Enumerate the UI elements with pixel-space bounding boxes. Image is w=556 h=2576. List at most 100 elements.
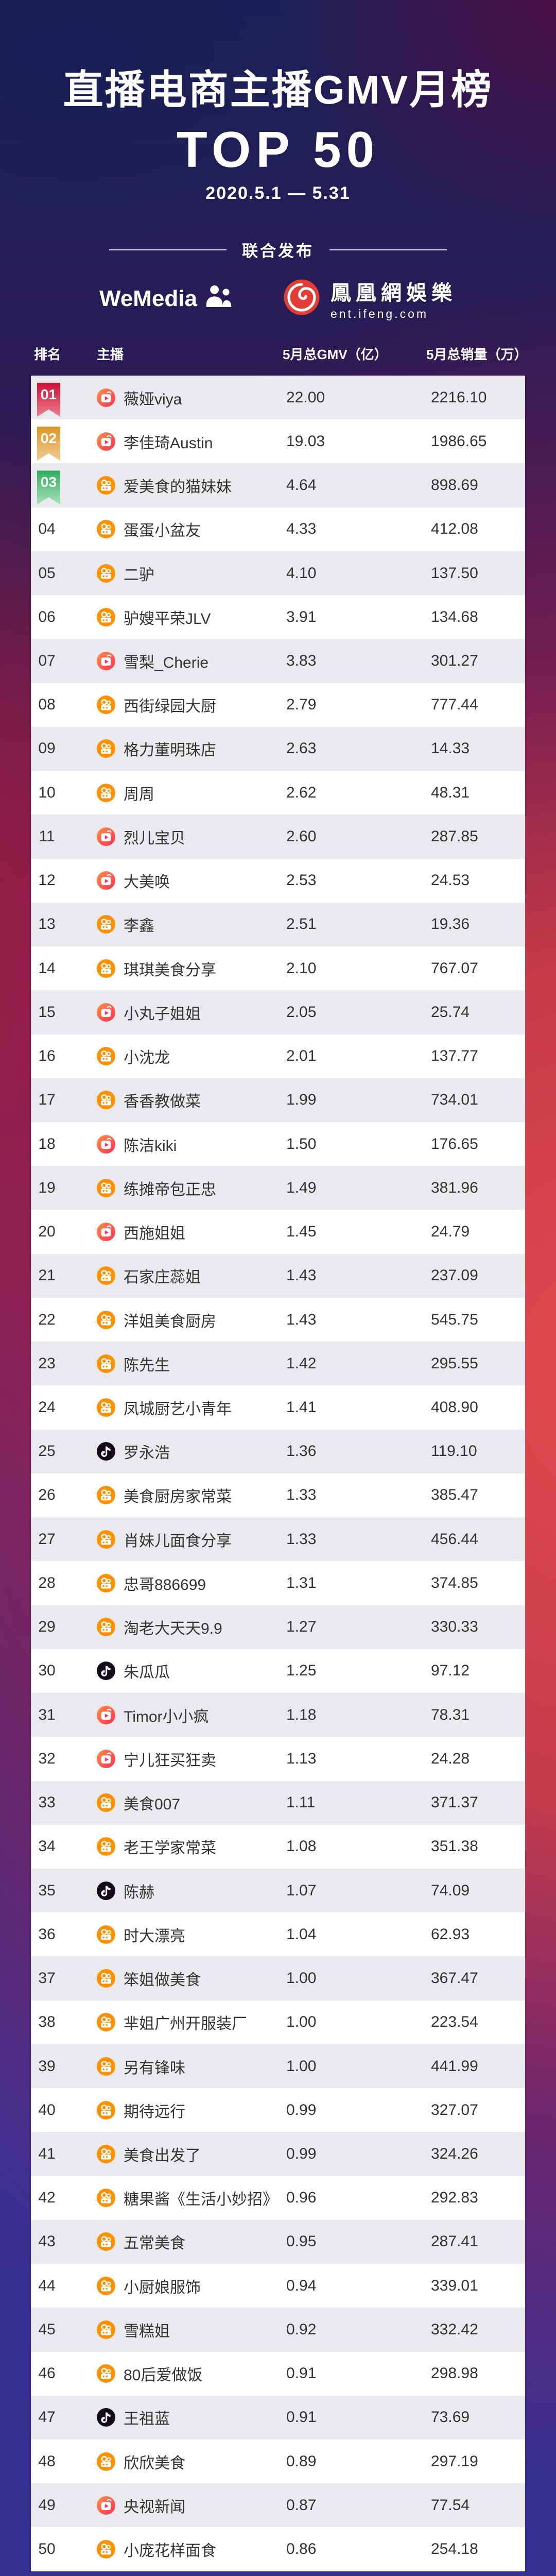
gmv-value: 0.86 — [286, 2540, 317, 2558]
streamer-name: 石家庄蕊姐 — [124, 1269, 201, 1286]
platform-icon-wrap — [97, 2408, 115, 2427]
rank-number: 25 — [38, 1443, 56, 1460]
gmv-value: 4.33 — [286, 520, 317, 538]
rank-number: 29 — [38, 1618, 56, 1636]
gmv-value: 4.64 — [286, 477, 317, 494]
kuaishou-icon — [97, 2144, 115, 2163]
gmv-value: 2.01 — [286, 1047, 317, 1065]
platform-icon-wrap — [97, 2189, 115, 2208]
kuaishou-icon — [97, 1047, 115, 1066]
table-row: 42 糖果酱《生活小妙招》 0.96 292.83 — [31, 2176, 525, 2220]
table-row: 44 小厨娘服饰 0.94 339.01 — [31, 2264, 525, 2308]
platform-icon-wrap — [97, 1969, 115, 1988]
platform-icon-wrap — [97, 432, 115, 451]
rank-number: 22 — [38, 1311, 56, 1328]
kuaishou-icon — [97, 1398, 115, 1417]
table-row: 07 雪梨_Cherie 3.83 301.27 — [31, 639, 525, 683]
kuaishou-icon — [97, 1091, 115, 1110]
sales-value: 25.74 — [431, 1003, 470, 1021]
platform-icon-wrap — [97, 1223, 115, 1242]
platform-icon-wrap — [97, 1178, 115, 1197]
platform-icon-wrap — [97, 2364, 115, 2383]
kuaishou-icon — [97, 1486, 115, 1505]
gmv-value: 1.33 — [286, 1530, 317, 1548]
rank-number: 10 — [38, 784, 56, 801]
gmv-value: 1.50 — [286, 1135, 317, 1153]
platform-icon-wrap — [97, 1091, 115, 1110]
table-row: 49 央视新闻 0.87 77.54 — [31, 2483, 525, 2528]
platform-icon-wrap — [97, 2144, 115, 2163]
kuaishou-icon — [97, 2189, 115, 2208]
wemedia-logo: WeMedia — [99, 284, 233, 313]
rank-ribbon-badge: 03 — [37, 470, 60, 505]
streamer-name: 西施姐姐 — [124, 1225, 185, 1243]
gmv-value: 1.33 — [286, 1486, 317, 1504]
gmv-value: 1.07 — [286, 1882, 317, 1899]
rank-ribbon-badge: 02 — [37, 427, 60, 461]
sales-value: 295.55 — [431, 1354, 478, 1372]
kuaishou-icon — [97, 1793, 115, 1812]
streamer-name: 雪糕姐 — [124, 2323, 170, 2340]
douyin-icon — [97, 2408, 115, 2427]
rank-number: 32 — [38, 1750, 56, 1767]
table-row: 37 笨姐做美食 1.00 367.47 — [31, 1956, 525, 2001]
table-row: 31 Timor小小疯 1.18 78.31 — [31, 1693, 525, 1737]
table-row: 02 李佳琦Austin 19.03 1986.65 — [31, 419, 525, 463]
sales-value: 119.10 — [431, 1443, 477, 1460]
kuaishou-icon — [97, 2013, 115, 2032]
kuaishou-icon — [97, 1266, 115, 1285]
streamer-name: 李佳琦Austin — [124, 434, 213, 452]
table-row: 32 宁儿狂买狂卖 1.13 24.28 — [31, 1737, 525, 1781]
rank-number: 13 — [38, 916, 56, 933]
gmv-value: 1.13 — [286, 1750, 317, 1767]
streamer-name: 淘老大天天9.9 — [124, 1620, 222, 1638]
platform-icon-wrap — [97, 520, 115, 539]
kuaishou-icon — [97, 915, 115, 934]
platform-icon-wrap — [97, 1310, 115, 1329]
gmv-value: 0.89 — [286, 2452, 317, 2470]
sales-value: 330.33 — [431, 1618, 478, 1636]
gmv-value: 2.10 — [286, 959, 317, 977]
streamer-name: 王祖蓝 — [124, 2411, 170, 2428]
gmv-value: 1.11 — [286, 1794, 316, 1811]
platform-icon-wrap — [97, 2276, 115, 2295]
sales-value: 237.09 — [431, 1267, 478, 1284]
table-row: 08 西街绿园大厨 2.79 777.44 — [31, 683, 525, 727]
sales-value: 62.93 — [431, 1925, 470, 1943]
sales-value: 332.42 — [431, 2320, 478, 2338]
taobao-live-icon — [97, 388, 115, 407]
streamer-name: 蛋蛋小盆友 — [124, 522, 201, 540]
platform-icon-wrap — [97, 783, 115, 802]
streamer-name: 期待远行 — [124, 2103, 185, 2121]
douyin-icon — [97, 1881, 115, 1900]
streamer-name: 时大漂亮 — [124, 1927, 185, 1945]
joint-release-row: 联合发布 — [0, 238, 556, 261]
table-column-headers: 排名 主播 5月总GMV（亿） 5月总销量（万） — [0, 344, 556, 365]
platform-icon-wrap — [97, 2540, 115, 2559]
rank-number: 04 — [38, 520, 56, 538]
platform-icon-wrap — [97, 388, 115, 407]
taobao-live-icon — [97, 1705, 115, 1724]
rank-number: 11 — [39, 827, 55, 845]
people-icon — [204, 284, 233, 313]
sales-value: 456.44 — [431, 1530, 478, 1548]
table-row: 50 小庞花样面食 0.86 254.18 — [31, 2527, 525, 2571]
ifeng-logo-text: 鳳凰網娛樂 ent.ifeng.com — [331, 276, 457, 321]
sales-value: 223.54 — [431, 2013, 478, 2031]
platform-icon-wrap — [97, 1266, 115, 1285]
gmv-value: 2.51 — [286, 916, 317, 933]
gmv-value: 1.18 — [286, 1706, 317, 1723]
platform-icon-wrap — [97, 607, 115, 626]
platform-icon-wrap — [97, 2100, 115, 2120]
streamer-name: Timor小小疯 — [124, 1708, 209, 1725]
kuaishou-icon — [97, 696, 115, 715]
table-row: 36 时大漂亮 1.04 62.93 — [31, 1912, 525, 1956]
streamer-name: 陈洁kiki — [124, 1137, 177, 1155]
platform-icon-wrap — [97, 1749, 115, 1768]
taobao-live-icon — [97, 432, 115, 451]
table-row: 23 陈先生 1.42 295.55 — [31, 1342, 525, 1386]
rank-number: 26 — [38, 1486, 56, 1504]
sales-value: 2216.10 — [431, 388, 487, 406]
rank-number: 09 — [38, 740, 56, 757]
